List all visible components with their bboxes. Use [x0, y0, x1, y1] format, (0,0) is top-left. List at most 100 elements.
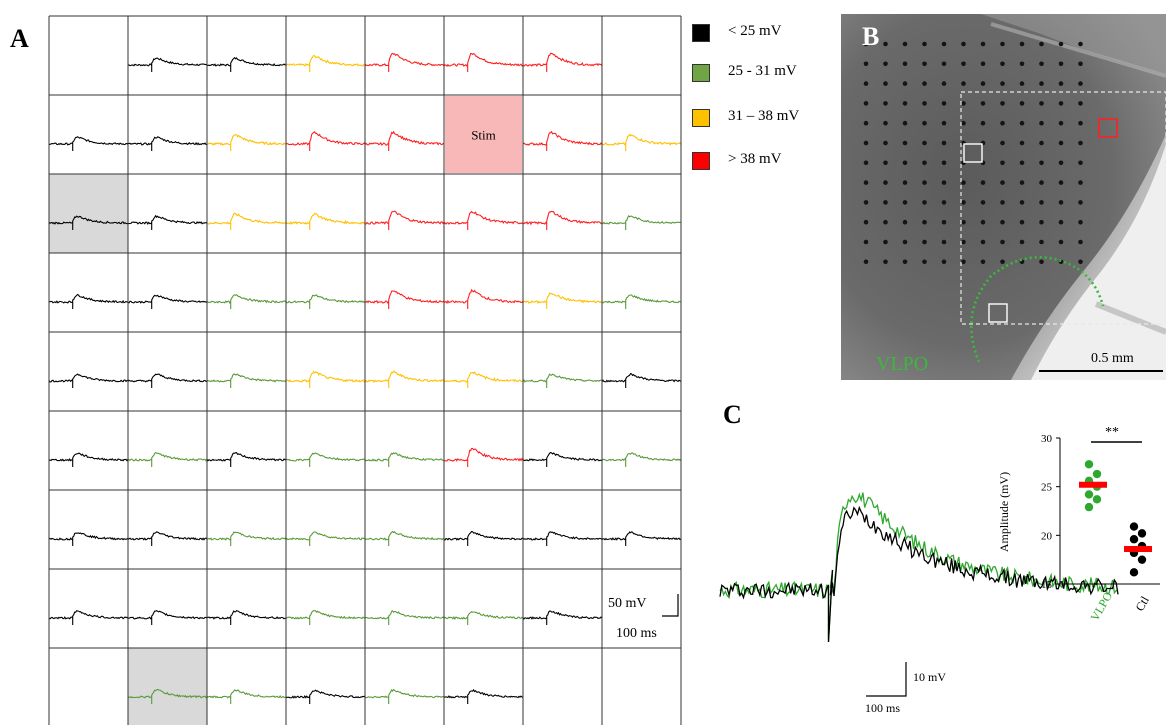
electrode-dot [1078, 41, 1083, 47]
epsp-trace [206, 609, 287, 625]
electrode-dot [1078, 259, 1083, 265]
electrode-dot [883, 120, 888, 126]
electrode-dot [1058, 61, 1064, 67]
vlpo-boundary [970, 255, 1105, 363]
electrode-dot [980, 219, 986, 225]
electrode-dot [941, 41, 947, 47]
data-point [1137, 529, 1147, 538]
legend-item-31-38: 31 – 38 mV [692, 107, 852, 131]
epsp-trace [206, 689, 287, 704]
electrode-dot [1039, 259, 1044, 265]
significance-stars: ** [1105, 425, 1119, 440]
electrode-dot [1000, 160, 1005, 166]
electrode-dot [1019, 180, 1025, 185]
electrode-dot [883, 61, 888, 67]
electrode-dot [922, 160, 927, 166]
epsp-trace [443, 688, 524, 704]
electrode-dot [1000, 259, 1005, 265]
epsp-trace [601, 372, 682, 388]
electrode-dot [1039, 101, 1044, 106]
legend-label-31-38: 31 – 38 mV [728, 108, 800, 124]
electrode-dot [1000, 41, 1005, 47]
electrode-dot [980, 239, 986, 245]
electrode-dot [1039, 219, 1044, 225]
electrode-dot [863, 101, 869, 106]
electrode-grid: Stim 50 mV 100 ms [48, 15, 682, 725]
electrode-dot [961, 239, 966, 245]
electrode-dot [1019, 219, 1025, 225]
vlpo-trace [719, 492, 1119, 643]
electrode-dot [883, 180, 888, 185]
epsp-trace [601, 133, 682, 151]
epsp-trace [206, 294, 287, 309]
epsp-trace [48, 215, 129, 230]
electrode-dot [1000, 140, 1005, 146]
legend-swatch-green [692, 64, 710, 82]
grid-cell-shaded [128, 648, 207, 725]
epsp-trace [285, 610, 366, 625]
inset-y-tick-label: 15 [1041, 579, 1053, 591]
legend-label-gt38: > 38 mV [728, 151, 782, 167]
epsp-trace [522, 373, 603, 388]
data-point [1084, 502, 1094, 512]
trace-scale-time: 100 ms [865, 701, 900, 715]
recording-area-outline [960, 91, 1166, 325]
electrode-dot [961, 259, 966, 265]
electrode-dot [1058, 219, 1064, 225]
electrode-dot [902, 61, 908, 67]
epsp-trace [206, 531, 287, 546]
electrode-dot [941, 81, 947, 86]
panel-c: 10 mV 100 ms 15 20 25 30 Amplitude (mV) ** … [719, 425, 1160, 715]
electrode-dot [1078, 160, 1083, 166]
electrode-dot [1019, 200, 1025, 205]
grid-cell-shaded [49, 174, 128, 253]
electrode-dot [1000, 239, 1005, 245]
epsp-trace [48, 136, 129, 151]
electrode-dot [1078, 239, 1083, 245]
epsp-trace [522, 610, 603, 625]
electrode-dot [922, 239, 927, 245]
electrode-dot [863, 219, 869, 225]
electrode-dot [1078, 140, 1083, 146]
legend-item-lt25: < 25 mV [692, 22, 852, 46]
electrode-dot [980, 101, 986, 106]
epsp-trace [285, 54, 366, 72]
epsp-trace [285, 294, 366, 309]
electrode-dot [980, 61, 986, 67]
electrode-dot [941, 101, 947, 106]
legend-item-25-31: 25 - 31 mV [692, 62, 852, 86]
data-point [1084, 460, 1094, 469]
electrode-dot [1039, 239, 1044, 245]
epsp-trace [443, 530, 524, 546]
electrode-dot [1019, 61, 1025, 67]
electrode-dot [941, 61, 947, 67]
electrode-dot [1019, 101, 1025, 106]
electrode-dot [902, 120, 908, 126]
legend-swatch-yellow [692, 109, 710, 127]
electrode-dot [883, 200, 888, 205]
vlpo-label: VLPO [876, 353, 928, 375]
electrode-dot [961, 120, 966, 126]
epsp-trace [364, 210, 445, 230]
epsp-trace [522, 210, 603, 230]
electrode-dot [922, 41, 927, 47]
electrode-dot [941, 120, 947, 126]
electrode-dot [961, 200, 966, 205]
panel-a-label: A [10, 24, 29, 53]
electrode-dot [1019, 81, 1025, 86]
electrode-dot [902, 259, 908, 265]
epsp-trace [127, 451, 208, 467]
epsp-trace [443, 52, 524, 72]
data-point [1137, 555, 1147, 564]
grid-scale-time: 100 ms [616, 626, 657, 641]
epsp-trace [127, 531, 208, 546]
epsp-trace [364, 370, 445, 388]
electrode-dot [1078, 219, 1083, 225]
epsp-trace [601, 452, 682, 467]
electrode-dot [1019, 160, 1025, 166]
electrode-dot [902, 219, 908, 225]
epsp-trace [127, 609, 208, 625]
electrode-dot [1039, 160, 1044, 166]
inset-y-tick-label: 20 [1041, 530, 1053, 542]
electrode-dot [922, 180, 927, 185]
